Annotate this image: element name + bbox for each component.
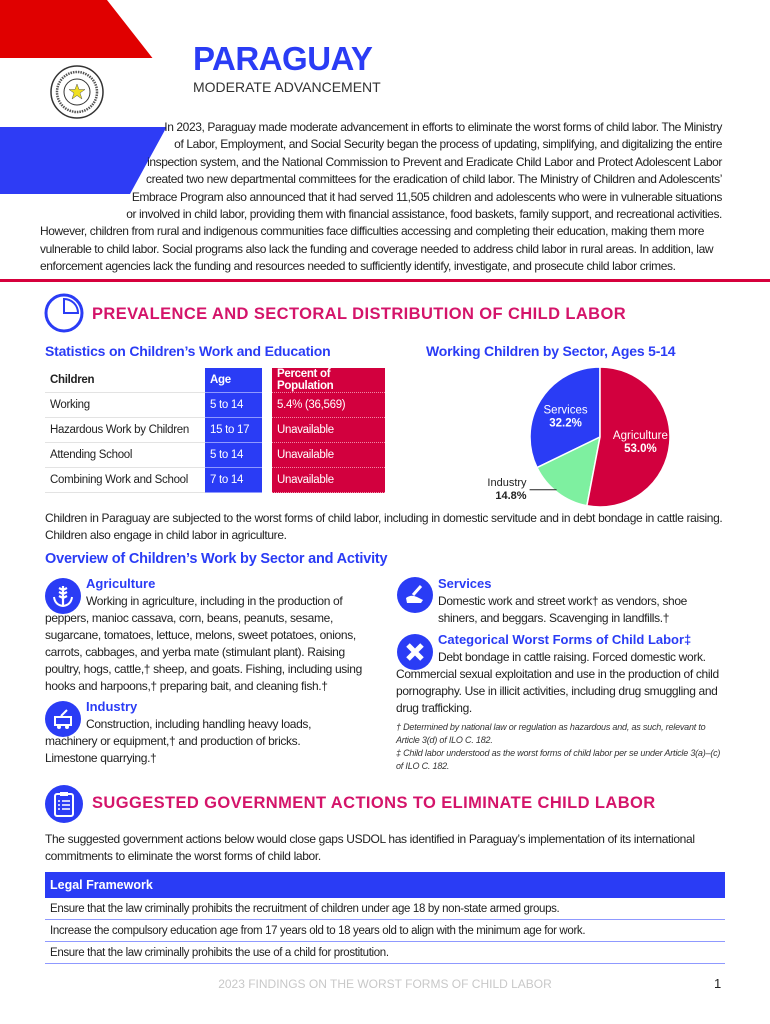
intro-line: created two new departmental committees … — [146, 172, 722, 187]
assessment-level: MODERATE ADVANCEMENT — [193, 79, 381, 95]
page-number: 1 — [714, 976, 722, 991]
sector-title-industry: Industry — [86, 699, 138, 714]
sector-text: Working in agriculture, including in the… — [45, 594, 362, 693]
spacer — [262, 368, 272, 393]
pie-slice-services — [529, 366, 601, 469]
action-row: Ensure that the law criminally prohibits… — [45, 942, 725, 964]
pie-slice-industry — [536, 435, 602, 507]
intro-line: vulnerable to child labor. Social progra… — [40, 241, 714, 256]
prevalence-heading: PREVALENCE AND SECTORAL DISTRIBUTION OF … — [92, 305, 627, 323]
slice-name-services: Services — [544, 404, 588, 416]
seal-icon — [50, 65, 104, 119]
cell-percent: Unavailable — [272, 442, 385, 468]
cell-percent: Unavailable — [272, 417, 385, 443]
footer-text: 2023 FINDINGS ON THE WORST FORMS OF CHIL… — [218, 977, 552, 991]
prevalence-paragraph: Children in Paraguay are subjected to th… — [45, 511, 723, 542]
sector-title-worst-forms: Categorical Worst Forms of Child Labor‡ — [438, 632, 692, 647]
intro-line: or involved in child labor, providing th… — [126, 207, 722, 222]
cell-children: Combining Work and School — [45, 467, 205, 493]
cell-children: Attending School — [45, 442, 205, 468]
table-row: Attending School 5 to 14 Unavailable — [45, 442, 385, 468]
intro-line: In 2023, Paraguay made moderate advancem… — [164, 120, 722, 134]
intro-paragraph: In 2023, Paraguay made moderate advancem… — [40, 119, 722, 276]
stats-table: Children Age Percent of Population Worki… — [45, 368, 385, 493]
table-row: Working 5 to 14 5.4% (36,569) — [45, 392, 385, 418]
spacer — [262, 443, 272, 468]
pie-chart-icon — [44, 293, 84, 333]
overview-heading: Overview of Children’s Work by Sector an… — [45, 551, 388, 567]
header-age: Age — [205, 368, 262, 393]
clipboard-icon — [45, 785, 83, 823]
action-row: Ensure that the law criminally prohibits… — [45, 898, 725, 920]
header-percent: Percent of Population — [272, 368, 385, 393]
spacer — [262, 418, 272, 443]
stats-title: Statistics on Children’s Work and Educat… — [45, 343, 331, 359]
actions-heading: SUGGESTED GOVERNMENT ACTIONS TO ELIMINAT… — [92, 794, 656, 812]
section-divider — [0, 279, 770, 282]
intro-line: inspection system, and the National Comm… — [147, 154, 722, 169]
legal-framework-header: Legal Framework — [45, 872, 725, 898]
footnote: ‡ Child labor understood as the worst fo… — [396, 748, 721, 771]
spacer — [262, 393, 272, 418]
mine-cart-icon — [45, 701, 81, 737]
table-header-row: Children Age Percent of Population — [45, 368, 385, 393]
sector-title-agriculture: Agriculture — [86, 576, 156, 591]
cell-percent: 5.4% (36,569) — [272, 392, 385, 418]
x-icon — [397, 634, 433, 670]
action-row: Increase the compulsory education age fr… — [45, 920, 725, 942]
intro-line: However, children from rural and indigen… — [40, 224, 705, 239]
flag-graphic — [0, 0, 183, 194]
actions-intro: The suggested government actions below w… — [45, 832, 695, 863]
chart-title: Working Children by Sector, Ages 5-14 — [426, 343, 676, 359]
footnote: † Determined by national law or regulati… — [396, 722, 706, 745]
slice-label-agriculture: 53.0% — [624, 443, 657, 455]
slice-name-agriculture: Agriculture — [613, 430, 668, 442]
slice-label-industry: 14.8% — [495, 490, 526, 502]
cell-age: 5 to 14 — [205, 392, 262, 418]
pie-slice-agriculture — [586, 366, 671, 508]
spacer — [262, 468, 272, 493]
cell-percent: Unavailable — [272, 467, 385, 493]
intro-line: Embrace Program also announced that it h… — [131, 189, 723, 204]
sector-text-industry: Construction, including handling heavy l… — [45, 716, 355, 767]
cell-age: 7 to 14 — [205, 467, 262, 493]
sector-text: Construction, including handling heavy l… — [45, 717, 312, 765]
sector-text-services: Domestic work and street work† as vendor… — [438, 594, 687, 625]
sector-text-agriculture: Working in agriculture, including in the… — [45, 593, 365, 695]
header-children: Children — [45, 368, 205, 393]
sector-title-services: Services — [438, 576, 492, 591]
sector-text: Debt bondage in cattle raising. Forced d… — [396, 650, 719, 715]
cell-age: 5 to 14 — [205, 442, 262, 468]
table-row: Combining Work and School 7 to 14 Unavai… — [45, 467, 385, 493]
legal-framework-table: Legal Framework Ensure that the law crim… — [45, 872, 725, 964]
cell-children: Working — [45, 392, 205, 418]
sector-text-worst-forms: Debt bondage in cattle raising. Forced d… — [396, 649, 728, 717]
intro-line: of Labor, Employment, and Social Securit… — [174, 137, 722, 152]
country-title: PARAGUAY — [193, 40, 373, 77]
intro-line: enforcement agencies lack the funding an… — [40, 259, 676, 274]
cell-age: 15 to 17 — [205, 417, 262, 443]
cell-children: Hazardous Work by Children — [45, 417, 205, 443]
table-row: Hazardous Work by Children 15 to 17 Unav… — [45, 417, 385, 443]
slice-label-services: 32.2% — [549, 417, 582, 429]
slice-name-industry: Industry — [487, 477, 527, 489]
shoe-shine-icon — [397, 577, 433, 613]
wheat-icon — [45, 578, 81, 614]
